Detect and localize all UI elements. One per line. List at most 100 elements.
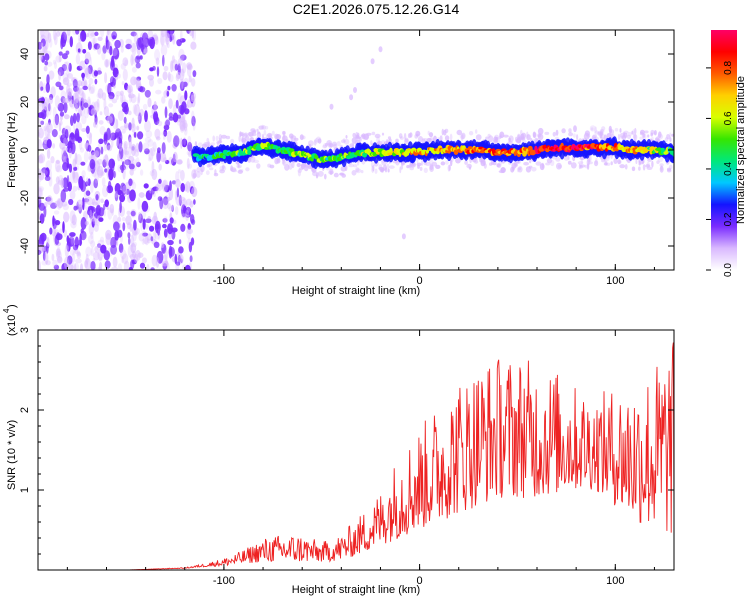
noise-blob [62, 162, 69, 172]
halo-blob [387, 136, 392, 140]
noise-blob [66, 82, 72, 87]
halo-blob [653, 131, 656, 135]
noise-blob [56, 30, 60, 37]
halo-blob [496, 163, 501, 168]
noise-blob [178, 194, 182, 207]
noise-blob [127, 232, 131, 239]
halo-blob [573, 133, 576, 138]
halo-blob [459, 133, 466, 140]
halo-blob [613, 158, 618, 165]
halo-blob [354, 136, 361, 140]
noise-blob [73, 263, 77, 270]
halo-blob [192, 172, 197, 179]
noise-blob [185, 181, 191, 193]
noise-blob [178, 169, 181, 174]
spectrogram-xtick-label: -100 [213, 275, 235, 287]
halo-blob [515, 136, 518, 143]
halo-blob [256, 128, 259, 132]
noise-blob [172, 112, 179, 123]
snr-scale-exponent: 4 [2, 308, 11, 313]
noise-blob [106, 142, 111, 151]
halo-blob [252, 130, 257, 134]
halo-blob [651, 160, 654, 168]
halo-blob [435, 164, 441, 169]
noise-blob [133, 131, 137, 138]
noise-blob [124, 59, 129, 67]
noise-blob [150, 187, 155, 195]
halo-blob [642, 133, 647, 140]
halo-blob [518, 167, 522, 171]
noise-blob [83, 188, 90, 199]
noise-blob [84, 258, 92, 270]
halo-blob [655, 137, 659, 141]
noise-blob [63, 211, 70, 223]
halo-blob [221, 134, 227, 139]
noise-blob [79, 30, 87, 42]
noise-blob [138, 213, 144, 224]
halo-blob [219, 169, 226, 174]
noise-blob [84, 220, 89, 226]
halo-blob [601, 159, 606, 163]
noise-blob [167, 85, 171, 91]
noise-blob [46, 109, 49, 118]
noise-blob [102, 155, 110, 168]
noise-blob [89, 56, 93, 68]
halo-blob [290, 136, 294, 143]
noise-blob [91, 37, 98, 45]
noise-blob [99, 236, 105, 243]
noise-blob [104, 72, 108, 84]
halo-blob [215, 135, 219, 142]
noise-blob [119, 125, 127, 130]
noise-blob [172, 151, 178, 163]
noise-blob [101, 177, 106, 187]
noise-blob [137, 115, 141, 121]
noise-blob [187, 163, 192, 169]
noise-blob [87, 41, 92, 50]
noise-blob [60, 37, 64, 50]
noise-blob [65, 88, 72, 99]
noise-blob [103, 98, 107, 110]
halo-blob [587, 161, 593, 165]
halo-blob [483, 163, 487, 169]
colorbar-tick-label: 0.0 [723, 263, 734, 277]
halo-blob [324, 173, 327, 180]
noise-blob [81, 90, 85, 102]
noise-blob [90, 181, 94, 194]
halo-blob [567, 156, 570, 161]
noise-blob [181, 138, 188, 148]
noise-blob [40, 86, 44, 91]
halo-blob [386, 163, 390, 170]
snr-axes: -100 0 100 1 2 3 [19, 327, 674, 587]
noise-blob [72, 79, 78, 88]
noise-blob [152, 141, 157, 152]
halo-blob [579, 164, 586, 168]
snr-ylabel: SNR (10 * v/v) [6, 420, 18, 490]
halo-blob [488, 135, 494, 143]
noise-blob [45, 260, 51, 266]
noise-blob [153, 110, 159, 123]
noise-blob [109, 203, 115, 214]
halo-blob [555, 129, 559, 136]
noise-blob [168, 73, 174, 83]
noise-blob [170, 60, 174, 73]
noise-blob [123, 116, 127, 124]
halo-blob [640, 129, 645, 135]
noise-blob [74, 128, 80, 141]
noise-blob [38, 154, 44, 164]
halo-blob [650, 132, 653, 137]
noise-blob [65, 128, 69, 140]
noise-blob [102, 45, 107, 54]
noise-blob [170, 30, 174, 38]
noise-blob [142, 257, 147, 264]
noise-blob [46, 74, 50, 85]
noise-blob [90, 261, 96, 270]
noise-blob [121, 129, 126, 134]
noise-blob [70, 236, 74, 245]
noise-blob [176, 187, 180, 198]
halo-blob [485, 136, 489, 140]
noise-blob [144, 218, 152, 224]
noise-blob [166, 130, 172, 143]
noise-blob [52, 30, 57, 41]
noise-blob [58, 85, 64, 91]
halo-blob [230, 167, 237, 173]
